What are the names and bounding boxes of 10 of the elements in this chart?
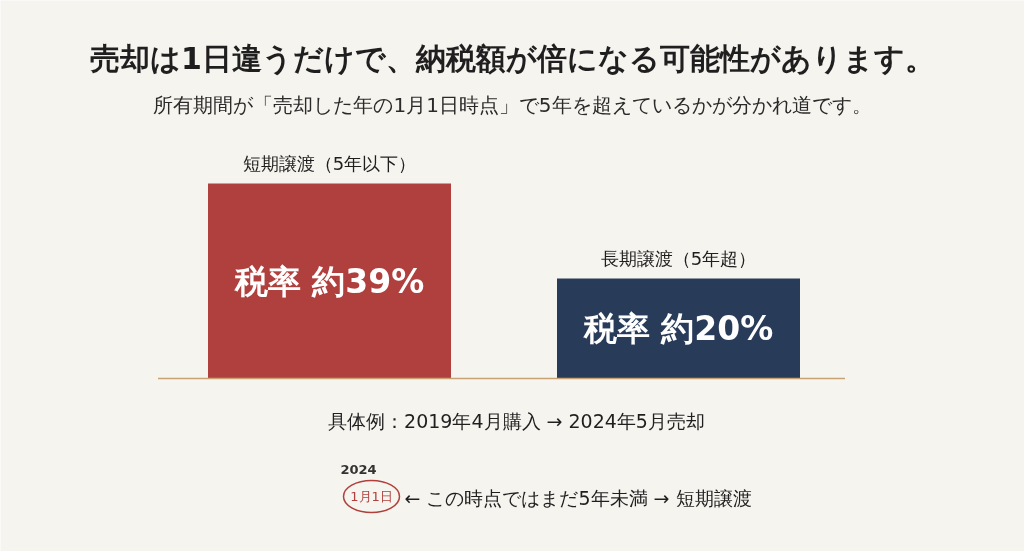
chart-title: 売却は1日違うだけで、納税額が倍になる可能性があります。 [90, 41, 935, 76]
x-tick-label: 短期譲渡（5年以下） [242, 152, 417, 174]
text: 具体例：2019年4月購入 → 2024年5月売却 [328, 409, 705, 432]
text: 1月1日 [350, 489, 393, 504]
data-label: 税率 約39% [233, 261, 425, 301]
chart-subtitle: 所有期間が「売却した年の1月1日時点」で5年を超えているかが分かれ道です。 [153, 92, 872, 117]
text: ← この時点ではまだ5年未満 → 短期譲渡 [404, 486, 752, 509]
data-label: 税率 約20% [582, 309, 774, 348]
x-tick-label: 長期譲渡（5年超） [600, 247, 757, 269]
text: 2024 [340, 462, 377, 477]
